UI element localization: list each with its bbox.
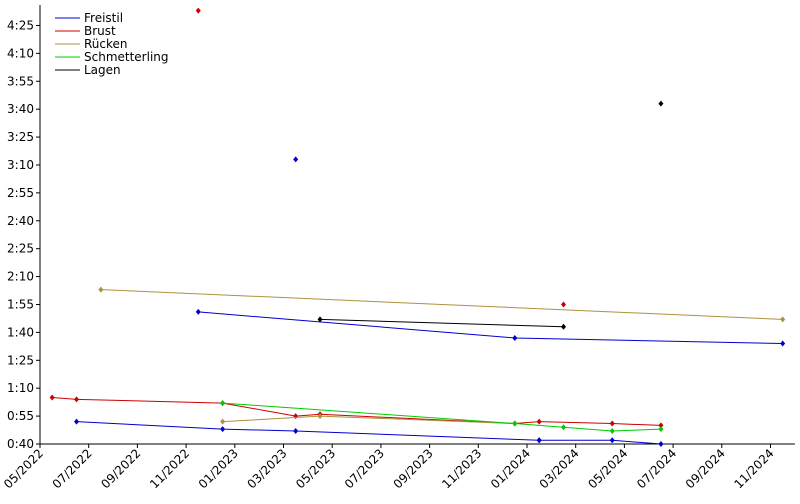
series-line [52, 304, 661, 425]
x-tick-label: 03/2024 [537, 446, 582, 491]
y-tick-label: 2:40 [7, 214, 34, 228]
legend-label: Rücken [84, 37, 128, 51]
data-point [317, 413, 323, 420]
data-point [658, 100, 664, 107]
data-point [561, 301, 567, 308]
data-point [561, 323, 567, 330]
y-tick-label: 4:25 [7, 18, 34, 32]
y-tick-label: 3:10 [7, 158, 34, 172]
x-tick-label: 07/2023 [342, 446, 387, 491]
x-tick-label: 05/2022 [1, 446, 46, 491]
x-tick-label: 09/2024 [683, 446, 728, 491]
legend-label: Brust [84, 24, 116, 38]
y-tick-label: 4:10 [7, 46, 34, 60]
legend-label: Freistil [84, 11, 123, 25]
y-tick-label: 2:25 [7, 242, 34, 256]
data-point [220, 418, 226, 425]
legend-label: Lagen [84, 63, 121, 77]
x-tick-label: 01/2023 [196, 446, 241, 491]
series-line [320, 104, 661, 327]
data-point [317, 316, 323, 323]
series-line [222, 402, 661, 432]
data-point [609, 437, 615, 444]
series-line [100, 289, 783, 425]
data-point [293, 156, 299, 163]
data-point [658, 441, 664, 447]
x-tick-label: 11/2024 [731, 446, 776, 491]
x-tick-label: 07/2022 [50, 446, 95, 491]
y-tick-label: 1:10 [7, 381, 34, 395]
data-point [609, 420, 615, 427]
data-point [536, 437, 542, 444]
data-point [195, 7, 201, 14]
y-tick-label: 1:55 [7, 297, 34, 311]
data-point [512, 334, 518, 341]
x-tick-label: 09/2022 [98, 446, 143, 491]
series-line [77, 159, 783, 444]
data-point [49, 394, 55, 401]
data-point [74, 418, 80, 425]
data-point [98, 286, 104, 293]
x-tick-label: 01/2024 [488, 446, 533, 491]
data-point [195, 308, 201, 315]
x-tick-label: 07/2024 [634, 446, 679, 491]
x-tick-label: 11/2022 [147, 446, 192, 491]
y-tick-label: 2:10 [7, 270, 34, 284]
x-tick-label: 05/2023 [293, 446, 338, 491]
data-point [609, 427, 615, 434]
x-tick-label: 11/2023 [439, 446, 484, 491]
x-tick-label: 05/2024 [585, 446, 630, 491]
data-point [780, 316, 786, 323]
data-point [658, 426, 664, 433]
y-tick-label: 1:25 [7, 353, 34, 367]
x-tick-label: 03/2023 [244, 446, 289, 491]
data-point [561, 424, 567, 431]
y-tick-label: 2:55 [7, 186, 34, 200]
data-point [512, 420, 518, 427]
data-point [658, 422, 664, 429]
data-point [536, 418, 542, 425]
y-tick-label: 3:25 [7, 130, 34, 144]
data-point [220, 426, 226, 433]
data-point [220, 400, 226, 407]
data-point [293, 427, 299, 434]
y-tick-label: 0:55 [7, 409, 34, 423]
x-tick-label: 09/2023 [391, 446, 436, 491]
data-point [293, 413, 299, 420]
data-point [74, 396, 80, 403]
legend-label: Schmetterling [84, 50, 169, 64]
y-tick-label: 3:40 [7, 102, 34, 116]
y-tick-label: 1:40 [7, 325, 34, 339]
y-tick-label: 3:55 [7, 74, 34, 88]
y-tick-label: 0:40 [7, 437, 34, 451]
data-point [780, 340, 786, 347]
